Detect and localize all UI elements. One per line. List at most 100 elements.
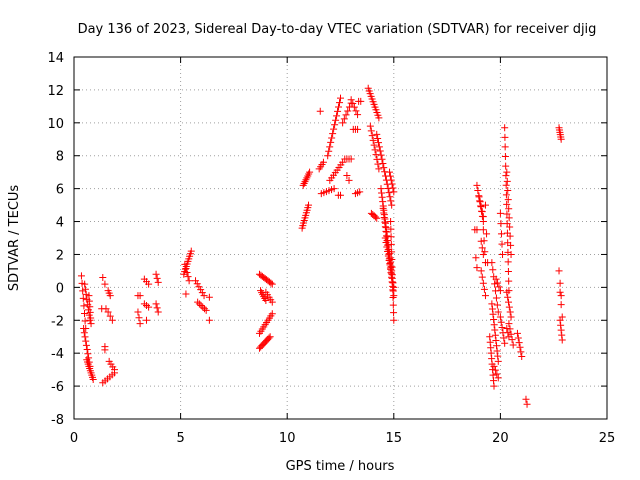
data-point [373,130,381,138]
data-point [380,164,388,172]
data-point [383,243,391,251]
data-point [268,280,276,288]
data-point [81,285,89,293]
data-point [493,347,501,355]
x-axis-label: GPS time / hours [286,459,395,474]
data-point [494,308,502,316]
data-point [489,266,497,274]
data-point [80,302,88,310]
data-point [493,301,501,309]
data-point [327,138,335,146]
data-point [504,267,512,275]
data-point [492,336,500,344]
data-point [305,201,313,209]
data-point [330,185,338,193]
data-point [506,232,514,240]
data-point [494,374,502,382]
data-point [495,283,503,291]
data-point [333,112,341,120]
data-point [476,198,484,206]
data-point [319,158,327,166]
data-point [503,168,511,176]
data-point [202,306,210,314]
data-point [481,292,489,300]
data-point [87,320,95,328]
data-point [268,310,276,318]
data-point [477,203,485,211]
data-point [266,333,274,341]
data-point [386,193,394,201]
data-point [387,240,395,248]
data-point [379,204,387,212]
data-point [504,293,512,301]
data-point [494,279,502,287]
data-point [491,331,499,339]
data-point [381,234,389,242]
data-point [184,273,192,281]
data-point [349,99,357,107]
y-tick-label: 14 [47,51,64,66]
data-point [368,132,376,140]
y-tick-label: 2 [56,248,64,263]
data-point [145,280,153,288]
data-point [501,143,509,151]
data-point [480,237,488,245]
data-point [558,336,566,344]
data-point [556,316,564,324]
data-point [378,193,386,201]
data-point [334,107,342,115]
data-point [503,210,511,218]
data-point [377,151,385,159]
x-tick-label: 25 [599,431,616,446]
data-point [488,305,496,313]
data-point [352,107,360,115]
data-point [390,316,398,324]
data-point [354,111,362,119]
data-point [366,122,374,130]
data-point [195,300,203,308]
data-point [478,244,486,252]
data-point [388,248,396,256]
data-point [337,94,344,102]
data-point [507,313,515,321]
data-point [505,277,513,285]
data-point [558,331,566,339]
data-point [503,288,511,296]
data-point [347,155,355,163]
data-point [388,256,396,264]
data-point [268,298,276,306]
data-point [153,304,161,312]
data-point [142,316,150,324]
data-point [81,280,89,288]
data-point [507,241,515,249]
data-point [330,125,338,133]
data-point [106,312,114,320]
data-point [379,159,387,167]
y-tick-label: 0 [56,281,64,296]
data-point [380,214,388,222]
data-point [81,317,89,325]
data-point [472,254,480,262]
data-point [494,352,502,360]
data-point [378,189,386,197]
data-point [81,309,89,317]
data-point [491,366,499,374]
data-point [357,97,365,105]
data-point [195,283,203,291]
data-point [504,186,512,194]
data-point [265,334,273,342]
plot-frame [73,56,608,420]
data-point [80,329,88,337]
data-point [382,238,390,246]
data-point [505,303,513,311]
data-point [483,230,491,238]
data-point [502,172,510,180]
data-point [375,143,383,151]
y-tick-label: -8 [51,413,64,428]
data-point [390,309,398,317]
data-point [517,348,525,356]
data-point [205,316,213,324]
y-tick-label: -4 [51,347,64,362]
data-point [490,321,498,329]
data-point [181,260,189,268]
